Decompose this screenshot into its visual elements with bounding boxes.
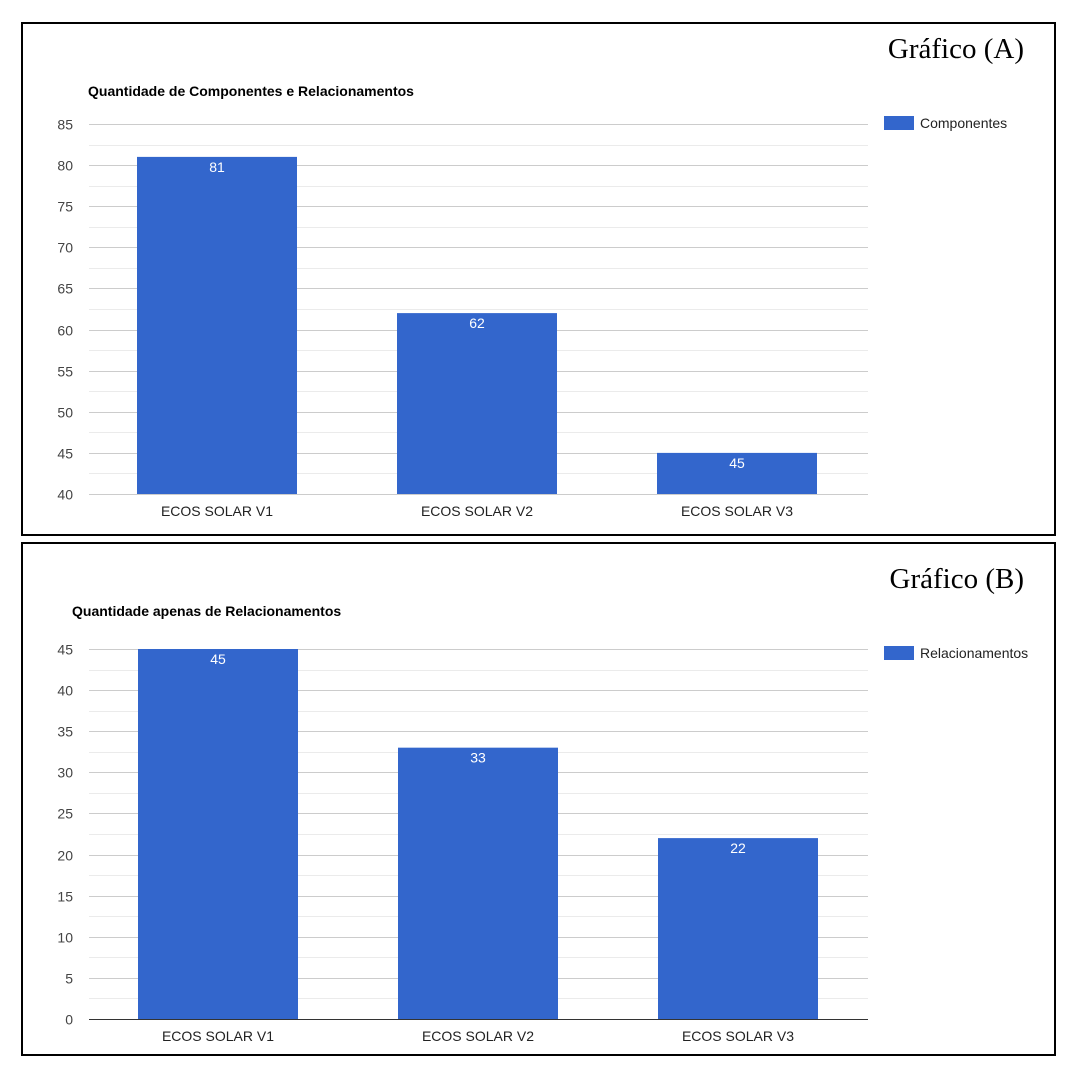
- legend-label: Relacionamentos: [920, 645, 1028, 661]
- y-tick-label: 45: [57, 446, 73, 462]
- x-category-label: ECOS SOLAR V1: [161, 503, 273, 519]
- y-tick-label: 10: [57, 930, 73, 946]
- legend-swatch: [884, 116, 914, 130]
- y-tick-label: 80: [57, 158, 73, 174]
- panel-label: Gráfico (A): [888, 33, 1024, 65]
- y-tick-label: 70: [57, 240, 73, 256]
- panel-label: Gráfico (B): [890, 563, 1024, 595]
- y-tick-label: 60: [57, 323, 73, 339]
- x-category-label: ECOS SOLAR V3: [681, 503, 793, 519]
- x-category-label: ECOS SOLAR V2: [422, 1028, 534, 1044]
- x-category-label: ECOS SOLAR V1: [162, 1028, 274, 1044]
- legend-label: Componentes: [920, 115, 1007, 131]
- y-tick-label: 20: [57, 848, 73, 864]
- y-tick-label: 0: [65, 1012, 73, 1028]
- bar-2: [398, 747, 558, 1019]
- y-tick-label: 30: [57, 765, 73, 781]
- bar-value-label: 81: [209, 159, 225, 175]
- y-tick-label: 85: [57, 117, 73, 133]
- y-tick-label: 35: [57, 724, 73, 740]
- y-tick-label: 55: [57, 364, 73, 380]
- chart-title: Quantidade de Componentes e Relacionamen…: [88, 83, 414, 99]
- y-tick-label: 50: [57, 405, 73, 421]
- chart-title: Quantidade apenas de Relacionamentos: [72, 603, 341, 619]
- chart-panel-a: Gráfico (A) Quantidade de Componentes e R…: [21, 22, 1056, 536]
- y-tick-label: 40: [57, 683, 73, 699]
- bar-2: [397, 313, 557, 494]
- bar-1: [137, 156, 297, 494]
- x-category-label: ECOS SOLAR V2: [421, 503, 533, 519]
- legend-swatch: [884, 646, 914, 660]
- y-tick-label: 25: [57, 806, 73, 822]
- bar-1: [138, 649, 298, 1019]
- y-tick-label: 15: [57, 889, 73, 905]
- chart-a-svg: Gráfico (A) Quantidade de Componentes e R…: [57, 33, 1024, 519]
- x-category-label: ECOS SOLAR V3: [682, 1028, 794, 1044]
- bar-value-label: 22: [730, 840, 746, 856]
- bar-value-label: 62: [469, 315, 485, 331]
- bar-value-label: 33: [470, 750, 486, 766]
- y-tick-label: 5: [65, 971, 73, 987]
- y-tick-label: 65: [57, 281, 73, 297]
- bar-value-label: 45: [729, 455, 745, 471]
- y-tick-label: 45: [57, 642, 73, 658]
- chart-panel-b: Gráfico (B) Quantidade apenas de Relacion…: [21, 542, 1056, 1056]
- y-tick-label: 40: [57, 487, 73, 503]
- chart-b-svg: Gráfico (B) Quantidade apenas de Relacion…: [57, 563, 1028, 1044]
- bar-3: [658, 838, 818, 1019]
- bar-3: [657, 452, 817, 494]
- y-tick-label: 75: [57, 199, 73, 215]
- bar-value-label: 45: [210, 651, 226, 667]
